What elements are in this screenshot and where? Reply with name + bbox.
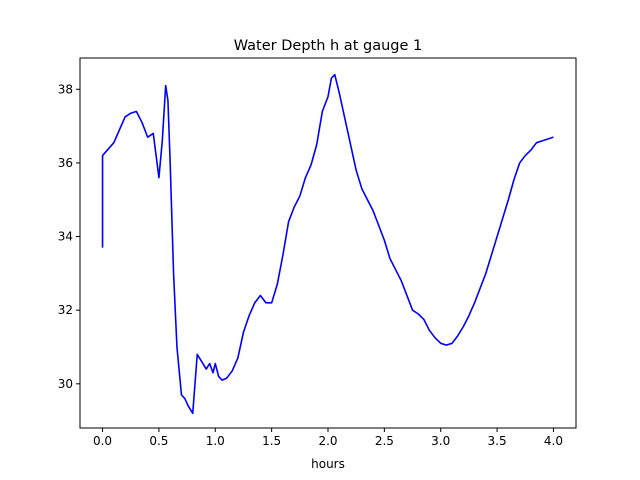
series-line-0 xyxy=(101,73,554,415)
x-tick-label: 2.0 xyxy=(318,434,337,448)
y-tick-label: 38 xyxy=(58,82,73,96)
x-tick-label: 0.5 xyxy=(149,434,168,448)
x-tick-label: 0.0 xyxy=(93,434,112,448)
x-tick-label: 3.0 xyxy=(431,434,450,448)
x-axis-label: hours xyxy=(311,457,345,471)
y-tick-label: 30 xyxy=(58,377,73,391)
x-tick-label: 1.0 xyxy=(206,434,225,448)
y-tick-label: 36 xyxy=(58,156,73,170)
y-tick-label: 34 xyxy=(58,230,73,244)
plot-area: 0.0 0.5 1.0 1.5 2.0 2.5 3.0 3.5 4.0 30 32 34 36 38 xyxy=(58,57,577,448)
y-tick-label: 32 xyxy=(58,303,73,317)
x-tick-label: 1.5 xyxy=(262,434,281,448)
chart-title: Water Depth h at gauge 1 xyxy=(234,38,422,54)
x-tick-label: 4.0 xyxy=(544,434,563,448)
x-tick-label: 2.5 xyxy=(375,434,394,448)
x-tick-label: 3.5 xyxy=(488,434,507,448)
